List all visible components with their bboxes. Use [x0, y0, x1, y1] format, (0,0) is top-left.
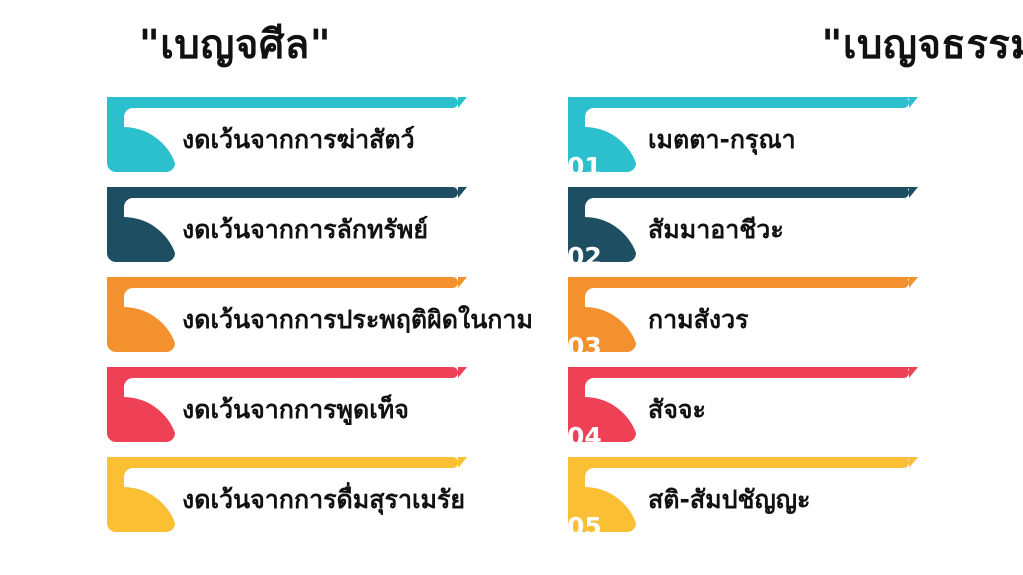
list-item[interactable]: 01 งดเว้นจากการฆ่าสัตว์	[0, 97, 560, 187]
number-badge	[107, 277, 175, 352]
number-badge	[568, 187, 636, 262]
column-title-benjatham: "เบญจธรรม"	[821, 22, 1023, 68]
badge-number: 04	[567, 422, 602, 451]
row-label: งดเว้นจากการดื่มสุราเมรัย	[182, 485, 466, 514]
row-bar-tip	[900, 187, 910, 198]
row-label: สัมมาอาชีวะ	[648, 215, 784, 244]
list-benjasin: 01 งดเว้นจากการฆ่าสัตว์ 02 งดเว้นจากการลักท…	[0, 97, 560, 547]
list-item[interactable]: 02 งดเว้นจากการลักทรัพย์	[0, 187, 560, 277]
row-bar-tip	[900, 277, 910, 288]
row-label: งดเว้นจากการลักทรัพย์	[182, 215, 429, 244]
number-badge	[107, 367, 175, 442]
row-accent-bar	[568, 187, 918, 198]
number-badge	[107, 187, 175, 262]
number-badge	[568, 97, 636, 172]
row-label: งดเว้นจากการฆ่าสัตว์	[182, 125, 415, 154]
number-badge	[568, 367, 636, 442]
row-bar-tip	[350, 97, 360, 108]
row-label: เมตตา-กรุณา	[648, 125, 796, 154]
row-label: กามสังวร	[648, 305, 749, 334]
badge-number: 05	[7, 512, 42, 541]
row-bar-tip	[350, 277, 360, 288]
column-benjatham: "เบญจธรรม" 01 เมตตา-กรุณา 02 สัมมาอาชีวะ 03 ก…	[560, 0, 1023, 575]
column-title-benjasin: "เบญจศีล"	[138, 22, 332, 68]
row-label: สัจจะ	[648, 395, 706, 424]
badge-number: 01	[7, 152, 42, 181]
row-bar-tip	[900, 457, 910, 468]
list-item[interactable]: 03 กามสังวร	[560, 277, 1023, 367]
list-item[interactable]: 05 งดเว้นจากการดื่มสุราเมรัย	[0, 457, 560, 547]
row-bar-tip	[350, 187, 360, 198]
row-label: งดเว้นจากการประพฤติผิดในกาม	[182, 305, 533, 334]
number-badge	[107, 97, 175, 172]
row-accent-bar	[107, 277, 467, 288]
row-bar-tip	[350, 457, 360, 468]
list-item[interactable]: 04 สัจจะ	[560, 367, 1023, 457]
list-item[interactable]: 05 สติ-สัมปชัญญะ	[560, 457, 1023, 547]
row-accent-bar	[568, 367, 918, 378]
row-accent-bar	[568, 97, 918, 108]
list-item[interactable]: 04 งดเว้นจากการพูดเท็จ	[0, 367, 560, 457]
list-benjatham: 01 เมตตา-กรุณา 02 สัมมาอาชีวะ 03 กามสังวร 04 สั…	[560, 97, 1023, 547]
row-accent-bar	[568, 457, 918, 468]
row-accent-bar	[568, 277, 918, 288]
list-item[interactable]: 03 งดเว้นจากการประพฤติผิดในกาม	[0, 277, 560, 367]
badge-number: 03	[567, 332, 602, 361]
column-benjasin: "เบญจศีล" 01 งดเว้นจากการฆ่าสัตว์ 02 งดเว้น…	[0, 22, 560, 547]
badge-number: 02	[7, 242, 42, 271]
row-label: งดเว้นจากการพูดเท็จ	[182, 395, 409, 424]
row-accent-bar	[107, 97, 467, 108]
row-accent-bar	[107, 187, 467, 198]
badge-number: 05	[567, 512, 602, 541]
number-badge	[107, 457, 175, 532]
list-item[interactable]: 02 สัมมาอาชีวะ	[560, 187, 1023, 277]
badge-number: 02	[567, 242, 602, 271]
row-bar-tip	[900, 367, 910, 378]
row-accent-bar	[107, 367, 467, 378]
row-label: สติ-สัมปชัญญะ	[648, 485, 811, 514]
row-bar-tip	[900, 97, 910, 108]
row-accent-bar	[107, 457, 467, 468]
list-item[interactable]: 01 เมตตา-กรุณา	[560, 97, 1023, 187]
row-bar-tip	[350, 367, 360, 378]
number-badge	[568, 457, 636, 532]
badge-number: 03	[7, 332, 42, 361]
badge-number: 04	[7, 422, 42, 451]
number-badge	[568, 277, 636, 352]
badge-number: 01	[567, 152, 602, 181]
